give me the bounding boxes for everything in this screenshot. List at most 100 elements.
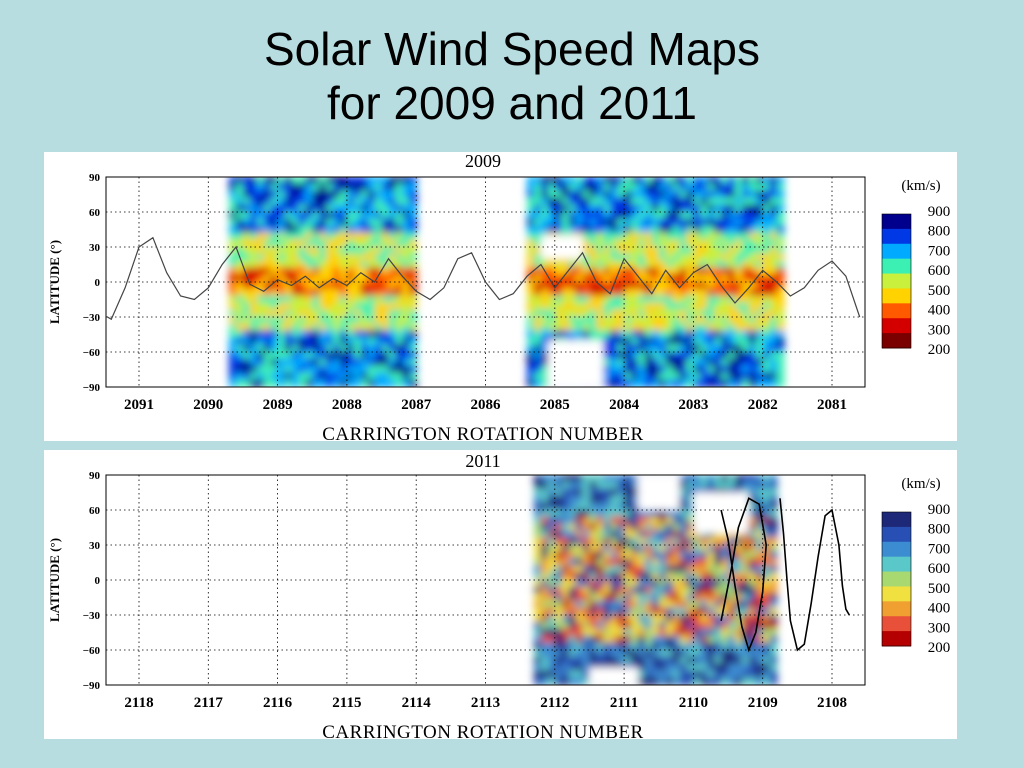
speed-cell [346, 323, 355, 332]
speed-cell [291, 260, 300, 269]
speed-cell [346, 379, 355, 387]
speed-cell [381, 177, 390, 185]
speed-cell [561, 488, 570, 497]
speed-cell [728, 281, 736, 290]
speed-cell [721, 475, 730, 483]
speed-cell [589, 225, 598, 234]
speed-cell [637, 544, 646, 553]
speed-cell [242, 239, 251, 248]
speed-cell [728, 330, 736, 339]
speed-cell [277, 365, 286, 374]
speed-cell [534, 509, 542, 518]
speed-cell [353, 323, 362, 332]
speed-cell [707, 544, 716, 553]
speed-cell [755, 232, 764, 241]
speed-cell [617, 365, 626, 374]
speed-cell [388, 267, 397, 276]
speed-cell [672, 379, 681, 387]
speed-cell [610, 211, 619, 220]
speed-cell [748, 593, 757, 602]
speed-cell [734, 344, 743, 353]
speed-cell [291, 239, 300, 248]
speed-cell [582, 218, 591, 227]
speed-cell [658, 344, 667, 353]
speed-cell [388, 183, 397, 192]
speed-cell [589, 607, 598, 616]
speed-cell [693, 218, 702, 227]
speed-cell [693, 663, 702, 672]
speed-cell [603, 351, 612, 360]
speed-cell [714, 239, 723, 248]
speed-cell [554, 551, 563, 560]
speed-cell [707, 225, 716, 234]
speed-cell [596, 488, 605, 497]
speed-cell [714, 358, 723, 367]
slide-title-line-1: Solar Wind Speed Maps [263, 23, 761, 75]
speed-cell [679, 204, 688, 213]
speed-cell [665, 309, 674, 318]
speed-cell [762, 586, 771, 595]
speed-cell [367, 274, 376, 283]
speed-cell [319, 330, 328, 339]
speed-cell [762, 509, 771, 518]
speed-cell [326, 323, 335, 332]
speed-cell [360, 218, 369, 227]
speed-cell [624, 197, 633, 206]
speed-cell [575, 523, 584, 532]
speed-cell [589, 190, 598, 199]
speed-cell [748, 177, 757, 185]
colorbar-label: 700 [928, 243, 951, 259]
speed-cell [561, 274, 570, 283]
speed-cell [527, 288, 536, 297]
speed-cell [540, 302, 549, 311]
speed-cell [644, 309, 653, 318]
speed-cell [395, 365, 404, 374]
speed-cell [603, 600, 612, 609]
speed-cell [748, 274, 757, 283]
speed-cell [728, 537, 736, 546]
speed-cell [568, 579, 577, 588]
speed-cell [305, 260, 314, 269]
speed-cell [714, 281, 723, 290]
speed-cell [762, 670, 771, 679]
speed-cell [672, 635, 681, 644]
speed-cell [762, 267, 771, 276]
speed-cell [346, 330, 355, 339]
speed-cell [298, 239, 307, 248]
speed-cell [333, 211, 341, 220]
speed-cell [353, 274, 362, 283]
speed-cell [762, 579, 771, 588]
speed-cell [249, 302, 258, 311]
speed-cell [637, 537, 646, 546]
speed-cell [686, 523, 695, 532]
speed-cell [360, 330, 369, 339]
x-tick-label: 2091 [124, 397, 154, 413]
speed-cell [589, 649, 598, 658]
speed-cell [672, 670, 681, 679]
speed-cell [679, 600, 688, 609]
speed-cell [748, 379, 757, 387]
colorbar-label: 900 [928, 502, 951, 518]
speed-cell [748, 302, 757, 311]
speed-cell [582, 295, 591, 304]
speed-cell [229, 211, 238, 220]
speed-cell [263, 309, 272, 318]
speed-cell [402, 274, 411, 283]
speed-cell [298, 330, 307, 339]
speed-cell [686, 183, 695, 192]
speed-cell [270, 379, 279, 387]
speed-cell [263, 372, 272, 381]
speed-cell [596, 502, 605, 511]
speed-cell [617, 586, 626, 595]
speed-cell [644, 351, 653, 360]
speed-cell [575, 495, 584, 504]
speed-cell [728, 379, 736, 387]
speed-cell [762, 316, 771, 325]
speed-cell [333, 190, 341, 199]
speed-cell [409, 232, 418, 241]
speed-cell [610, 551, 619, 560]
speed-cell [700, 253, 709, 262]
speed-cell [658, 253, 667, 262]
speed-cell [734, 677, 743, 685]
